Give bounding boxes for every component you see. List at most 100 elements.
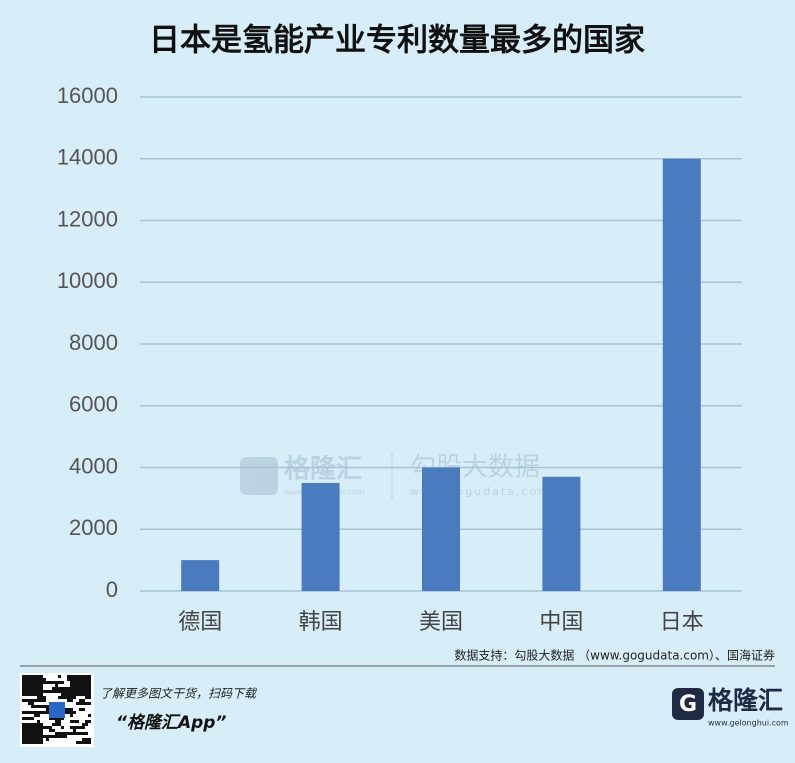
qr-cell <box>46 690 49 693</box>
qr-cell <box>37 681 40 684</box>
qr-cell <box>52 717 55 720</box>
qr-cell <box>37 729 40 732</box>
qr-cell <box>31 681 34 684</box>
qr-cell <box>34 726 37 729</box>
qr-cell <box>37 726 40 729</box>
qr-cell <box>85 684 88 687</box>
qr-cell <box>85 678 88 681</box>
qr-cell <box>64 690 67 693</box>
qr-cell <box>52 723 55 726</box>
qr-cell <box>79 741 82 744</box>
qr-cell <box>82 732 85 735</box>
qr-cell <box>34 711 37 714</box>
qr-cell <box>25 711 28 714</box>
y-tick-label: 14000 <box>57 145 118 170</box>
qr-cell <box>85 693 88 696</box>
qr-cell <box>58 696 61 699</box>
x-tick-label: 中国 <box>539 610 583 635</box>
qr-cell <box>40 681 43 684</box>
qr-cell <box>79 675 82 678</box>
qr-cell <box>40 693 43 696</box>
bar <box>301 482 340 591</box>
qr-cell <box>37 732 40 735</box>
qr-cell <box>61 693 64 696</box>
qr-cell <box>34 738 37 741</box>
qr-cell <box>28 726 31 729</box>
qr-cell <box>76 675 79 678</box>
qr-cell <box>43 711 46 714</box>
qr-cell <box>25 699 28 702</box>
qr-cell <box>82 678 85 681</box>
qr-cell <box>88 684 91 687</box>
qr-cell <box>58 720 61 723</box>
qr-cell <box>34 693 37 696</box>
qr-cell <box>85 738 88 741</box>
qr-cell <box>70 696 73 699</box>
qr-cell <box>37 696 40 699</box>
qr-cell <box>79 678 82 681</box>
qr-cell <box>46 708 49 711</box>
qr-cell <box>49 735 52 738</box>
qr-cell <box>34 732 37 735</box>
qr-cell <box>67 690 70 693</box>
qr-cell <box>64 696 67 699</box>
bar <box>542 476 581 591</box>
qr-cell <box>49 717 52 720</box>
qr-cell <box>85 741 88 744</box>
watermark-brand: 格隆汇 <box>284 454 362 485</box>
qr-cell <box>46 735 49 738</box>
qr-cell <box>25 717 28 720</box>
qr-cell <box>58 687 61 690</box>
qr-cell <box>88 693 91 696</box>
qr-cell <box>28 684 31 687</box>
qr-cell <box>76 678 79 681</box>
qr-cell <box>25 693 28 696</box>
qr-cell <box>28 717 31 720</box>
qr-cell <box>37 675 40 678</box>
qr-cell <box>25 687 28 690</box>
qr-cell <box>58 717 61 720</box>
qr-cell <box>40 723 43 726</box>
qr-cell <box>43 699 46 702</box>
qr-cell <box>34 687 37 690</box>
qr-cell <box>34 678 37 681</box>
qr-cell <box>85 732 88 735</box>
qr-cell <box>70 732 73 735</box>
qr-cell <box>40 696 43 699</box>
qr-cell <box>34 690 37 693</box>
qr-cell <box>64 708 67 711</box>
qr-cell <box>61 696 64 699</box>
qr-cell <box>73 726 76 729</box>
qr-cell <box>61 687 64 690</box>
qr-cell <box>31 699 34 702</box>
qr-cell <box>70 690 73 693</box>
x-tick-label: 美国 <box>419 610 463 635</box>
qr-cell <box>55 681 58 684</box>
qr-cell <box>34 723 37 726</box>
qr-cell <box>85 687 88 690</box>
qr-cell <box>88 696 91 699</box>
qr-cell <box>67 696 70 699</box>
qr-cell <box>85 723 88 726</box>
qr-cell <box>28 687 31 690</box>
qr-cell <box>79 681 82 684</box>
qr-cell <box>82 693 85 696</box>
qr-cell <box>37 720 40 723</box>
qr-cell <box>31 735 34 738</box>
qr-cell <box>73 678 76 681</box>
qr-cell <box>49 726 52 729</box>
qr-cell <box>25 735 28 738</box>
qr-cell <box>46 705 49 708</box>
qr-cell <box>64 735 67 738</box>
qr-cell <box>40 684 43 687</box>
qr-cell <box>88 687 91 690</box>
logo-icon <box>672 688 704 720</box>
qr-cell <box>61 690 64 693</box>
qr-cell <box>22 717 25 720</box>
qr-cell <box>22 732 25 735</box>
qr-cell <box>82 687 85 690</box>
qr-cell <box>49 729 52 732</box>
qr-cell <box>31 693 34 696</box>
qr-cell <box>25 678 28 681</box>
y-tick-label: 12000 <box>57 206 118 231</box>
